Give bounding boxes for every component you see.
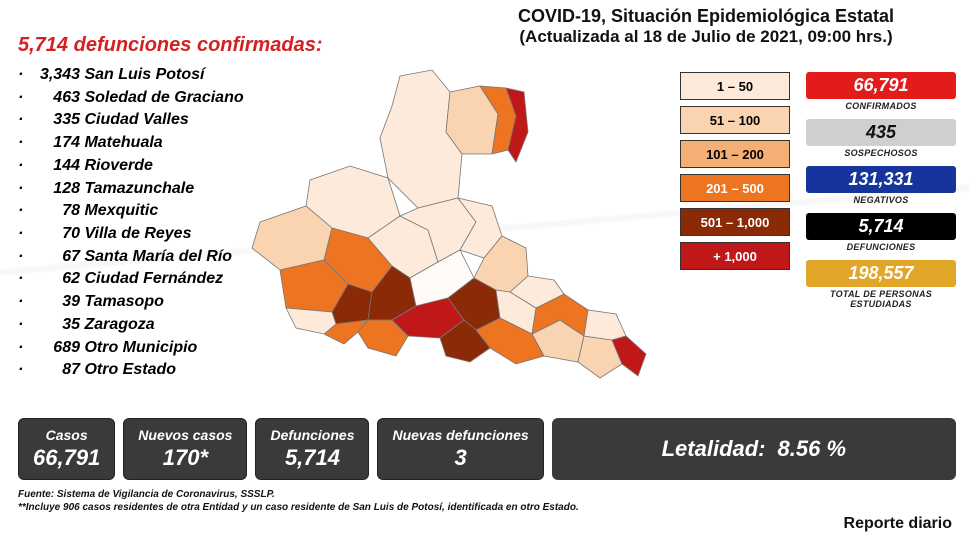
deaths-municipality: Zaragoza: [84, 316, 154, 333]
map-region: [584, 310, 626, 340]
deaths-count: 67: [26, 246, 80, 269]
deaths-list-row: ·39 Tamasopo: [18, 291, 244, 314]
bottom-cell-label: Casos: [46, 427, 88, 443]
bottom-cell: Casos 66,791: [18, 418, 115, 480]
deaths-count: 463: [26, 87, 80, 110]
deaths-list-row: ·70 Villa de Reyes: [18, 223, 244, 246]
bottom-cell-value: 170*: [163, 445, 208, 471]
deaths-municipality: San Luis Potosí: [84, 66, 204, 83]
stat-value: 5,714: [806, 213, 956, 240]
deaths-count: 35: [26, 314, 80, 337]
map-region: [286, 308, 336, 334]
deaths-count: 144: [26, 155, 80, 178]
deaths-count: 62: [26, 268, 80, 291]
bottom-cell-label: Nuevas defunciones: [392, 427, 528, 443]
bottom-cell: Nuevas defunciones 3: [377, 418, 543, 480]
deaths-municipality: Ciudad Valles: [84, 111, 188, 128]
map-legend: 1 – 50 51 – 100 101 – 200 201 – 500 501 – 1,…: [680, 72, 790, 276]
map-region: [380, 70, 462, 208]
deaths-municipality: Soledad de Graciano: [84, 89, 243, 106]
legend-item: 201 – 500: [680, 174, 790, 202]
deaths-list-row: ·62 Ciudad Fernández: [18, 268, 244, 291]
deaths-count: 689: [26, 337, 80, 360]
deaths-count: 335: [26, 109, 80, 132]
stat-value: 66,791: [806, 72, 956, 99]
deaths-count: 3,343: [26, 64, 80, 87]
deaths-count: 78: [26, 200, 80, 223]
bottom-cell: Nuevos casos 170*: [123, 418, 247, 480]
legend-item: 1 – 50: [680, 72, 790, 100]
deaths-municipality: Tamasopo: [84, 293, 163, 310]
report-label: Reporte diario: [844, 515, 952, 533]
deaths-municipality: Otro Estado: [84, 361, 176, 378]
stat-value: 198,557: [806, 260, 956, 287]
deaths-municipality: Santa María del Río: [84, 248, 232, 265]
lethality-cell: Letalidad: 8.56 %: [552, 418, 956, 480]
deaths-municipality: Tamazunchale: [84, 180, 194, 197]
legend-item: 51 – 100: [680, 106, 790, 134]
stat-label: TOTAL DE PERSONAS ESTUDIADAS: [806, 289, 956, 309]
bottom-cell-value: 5,714: [285, 445, 340, 471]
stat-value: 131,331: [806, 166, 956, 193]
legend-item: 501 – 1,000: [680, 208, 790, 236]
deaths-list-row: ·35 Zaragoza: [18, 314, 244, 337]
bottom-cell-value: 66,791: [33, 445, 100, 471]
deaths-count: 39: [26, 291, 80, 314]
stat-box: 435 SOSPECHOSOS: [806, 119, 956, 158]
deaths-count: 87: [26, 359, 80, 382]
deaths-municipality: Mexquitic: [84, 202, 158, 219]
deaths-municipality: Ciudad Fernández: [84, 270, 223, 287]
deaths-title: 5,714 defunciones confirmadas:: [18, 34, 323, 57]
bottom-cell-value: 3: [454, 445, 466, 471]
source-line2: **Incluye 906 casos residentes de otra E…: [18, 501, 579, 514]
header-title: COVID-19, Situación Epidemiológica Estat…: [456, 6, 956, 27]
stat-box: 66,791 CONFIRMADOS: [806, 72, 956, 111]
stat-label: CONFIRMADOS: [806, 101, 956, 111]
deaths-list-row: ·67 Santa María del Río: [18, 246, 244, 269]
deaths-municipality: Otro Municipio: [84, 339, 197, 356]
lethality-label: Letalidad:: [662, 436, 766, 462]
bottom-cell-label: Nuevos casos: [138, 427, 232, 443]
stat-box: 5,714 DEFUNCIONES: [806, 213, 956, 252]
deaths-list-row: ·87 Otro Estado: [18, 359, 244, 382]
deaths-list-row: ·144 Rioverde: [18, 155, 244, 178]
bottom-cell-label: Defunciones: [270, 427, 354, 443]
bottom-bar: Casos 66,791 Nuevos casos 170* Defunciones 5,…: [18, 418, 956, 480]
summary-stats: 66,791 CONFIRMADOS 435 SOSPECHOSOS 131,331 NE…: [806, 72, 956, 317]
deaths-list-row: ·78 Mexquitic: [18, 200, 244, 223]
lethality-value: 8.56 %: [778, 436, 847, 462]
header-subtitle: (Actualizada al 18 de Julio de 2021, 09:…: [456, 27, 956, 47]
deaths-list-row: ·463 Soledad de Graciano: [18, 87, 244, 110]
stat-box: 131,331 NEGATIVOS: [806, 166, 956, 205]
source-line1: Fuente: Sistema de Vigilancia de Coronav…: [18, 488, 579, 501]
deaths-list-row: ·3,343 San Luis Potosí: [18, 64, 244, 87]
deaths-municipality: Matehuala: [84, 134, 162, 151]
stat-box: 198,557TOTAL DE PERSONAS ESTUDIADAS: [806, 260, 956, 309]
source-footnote: Fuente: Sistema de Vigilancia de Coronav…: [18, 488, 579, 514]
legend-item: 101 – 200: [680, 140, 790, 168]
deaths-list-row: ·335 Ciudad Valles: [18, 109, 244, 132]
deaths-list-row: ·174 Matehuala: [18, 132, 244, 155]
deaths-list-row: ·689 Otro Municipio: [18, 337, 244, 360]
legend-item: + 1,000: [680, 242, 790, 270]
bottom-cell: Defunciones 5,714: [255, 418, 369, 480]
state-map: [240, 58, 660, 408]
stat-label: NEGATIVOS: [806, 195, 956, 205]
deaths-municipality: Rioverde: [84, 157, 152, 174]
deaths-count: 128: [26, 178, 80, 201]
header: COVID-19, Situación Epidemiológica Estat…: [456, 6, 956, 47]
deaths-count: 174: [26, 132, 80, 155]
deaths-municipality: Villa de Reyes: [84, 225, 191, 242]
stat-label: SOSPECHOSOS: [806, 148, 956, 158]
deaths-list: ·3,343 San Luis Potosí·463 Soledad de Gr…: [18, 64, 244, 382]
stat-value: 435: [806, 119, 956, 146]
deaths-count: 70: [26, 223, 80, 246]
deaths-list-row: ·128 Tamazunchale: [18, 178, 244, 201]
stat-label: DEFUNCIONES: [806, 242, 956, 252]
